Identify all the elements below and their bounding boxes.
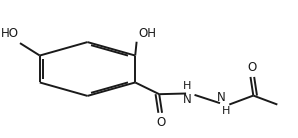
Text: O: O [157, 116, 166, 129]
Text: OH: OH [138, 27, 156, 40]
Text: N: N [183, 93, 192, 106]
Text: HO: HO [1, 27, 18, 40]
Text: O: O [247, 61, 257, 74]
Text: N: N [217, 91, 226, 104]
Text: H: H [221, 106, 230, 116]
Text: H: H [183, 81, 192, 91]
